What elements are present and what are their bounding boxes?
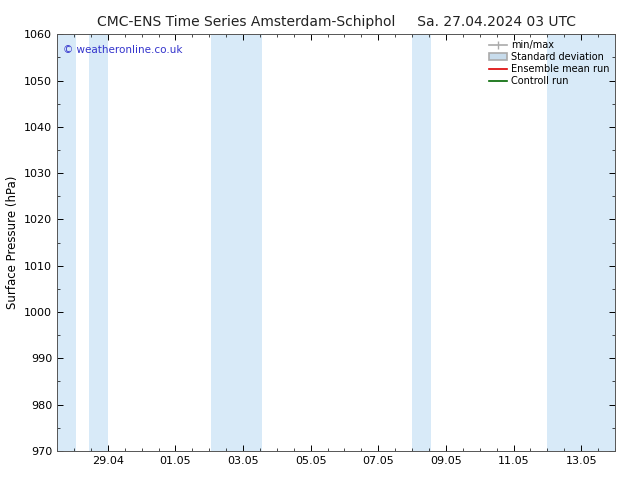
Text: © weatheronline.co.uk: © weatheronline.co.uk: [63, 45, 182, 55]
Bar: [89, 34, 108, 451]
Bar: [412, 34, 430, 451]
Bar: [547, 34, 615, 451]
Legend: min/max, Standard deviation, Ensemble mean run, Controll run: min/max, Standard deviation, Ensemble me…: [488, 39, 610, 87]
Bar: [211, 34, 245, 451]
Bar: [245, 34, 262, 451]
Bar: [57, 34, 75, 451]
Y-axis label: Surface Pressure (hPa): Surface Pressure (hPa): [6, 176, 18, 309]
Title: CMC-ENS Time Series Amsterdam-Schiphol     Sa. 27.04.2024 03 UTC: CMC-ENS Time Series Amsterdam-Schiphol S…: [96, 15, 576, 29]
